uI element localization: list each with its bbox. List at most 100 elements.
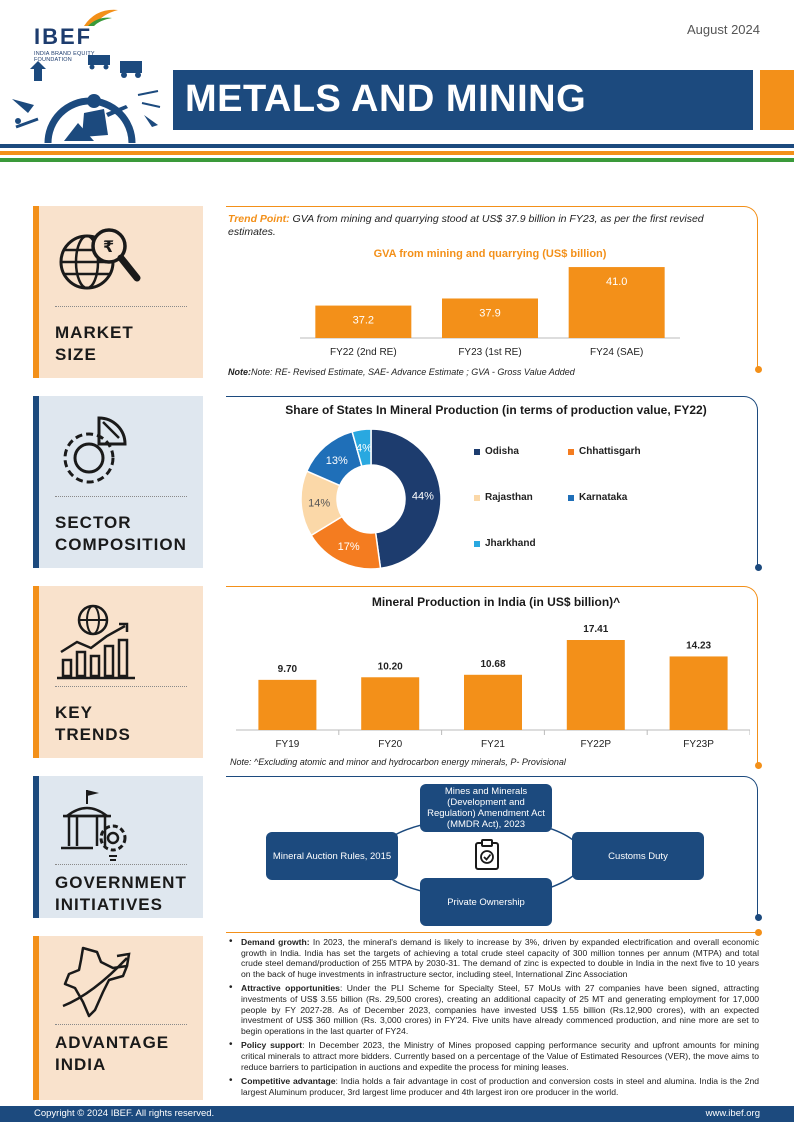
slice-label: 17% <box>338 541 360 553</box>
legend-label: Rajasthan <box>485 492 533 503</box>
website-link[interactable]: www.ibef.org <box>705 1108 760 1119</box>
frame-end-dot <box>755 762 762 769</box>
sector-composition-panel: SECTOR COMPOSITION <box>33 396 203 568</box>
pie-slice <box>370 428 442 570</box>
slice-label: 14% <box>308 498 330 510</box>
legend-swatch <box>474 448 480 455</box>
list-item: Attractive opportunities: Under the PLI … <box>227 983 759 1036</box>
states-donut-chart: 44% 17% 14% 13% 4% <box>300 428 442 570</box>
frame-end-dot <box>755 564 762 571</box>
data-label: 10.68 <box>480 659 505 670</box>
globe-bar-chart-icon <box>57 604 135 680</box>
legend-swatch <box>474 540 480 547</box>
government-initiatives-frame <box>226 776 758 918</box>
category-label: FY20 <box>378 739 402 750</box>
frame-end-dot <box>755 929 762 936</box>
gva-bar-chart: 37.2 FY22 (2nd RE) 37.9 FY23 (1st RE) 41.0 FY… <box>300 267 680 358</box>
bar <box>464 674 522 730</box>
bar <box>669 656 728 730</box>
data-label: 9.70 <box>278 664 298 675</box>
chart-title: Mineral Production in India (in US$ bill… <box>371 595 621 609</box>
legend-item: Karnataka <box>568 492 627 503</box>
market-size-panel: ₹ MARKET SIZE <box>33 206 203 378</box>
data-label: 10.20 <box>378 661 403 672</box>
category-label: FY24 (SAE) <box>590 347 643 358</box>
data-label: 41.0 <box>606 276 627 288</box>
initiative-private-ownership: Private Ownership <box>420 878 552 926</box>
gear-pie-chart-icon <box>63 416 127 484</box>
bar <box>361 677 420 730</box>
bar <box>315 305 412 338</box>
header-stripe-orange <box>0 151 794 155</box>
svg-text:₹: ₹ <box>103 237 114 256</box>
trend-point: Trend Point: GVA from mining and quarryi… <box>228 213 704 238</box>
chart-title: Share of States In Mineral Production (i… <box>285 403 707 417</box>
market-size-frame <box>226 206 758 370</box>
divider <box>55 864 187 865</box>
data-label: 17.41 <box>583 624 608 635</box>
globe-rupee-magnifier-icon: ₹ <box>59 228 141 290</box>
category-label: FY22P <box>581 739 612 750</box>
report-date: August 2024 <box>686 22 760 37</box>
legend-label: Jharkhand <box>485 538 536 549</box>
section-label: KEY TRENDS <box>55 703 131 744</box>
list-item: Policy support: In December 2023, the Mi… <box>227 1040 759 1072</box>
data-label: 14.23 <box>686 640 711 651</box>
note: Note:Note: RE- Revised Estimate, SAE- Ad… <box>228 367 575 377</box>
divider <box>55 496 187 497</box>
data-label: 37.9 <box>479 307 500 319</box>
divider <box>55 306 187 307</box>
legend-item: Rajasthan <box>474 492 533 503</box>
initiative-mineral-auction-rules: Mineral Auction Rules, 2015 <box>266 832 398 880</box>
category-label: FY23P <box>683 739 714 750</box>
clipboard-check-icon <box>475 839 499 870</box>
government-initiatives-panel: GOVERNMENT INITIATIVES <box>33 776 203 918</box>
legend-item: Odisha <box>474 446 519 457</box>
header-stripe-green <box>0 158 794 162</box>
bar <box>442 298 538 338</box>
bar <box>566 640 625 730</box>
legend-label: Karnataka <box>579 492 628 503</box>
legend-item: Chhattisgarh <box>568 446 641 457</box>
legend-label: Chhattisgarh <box>579 446 641 457</box>
list-item: Demand growth: In 2023, the mineral's de… <box>227 937 759 979</box>
category-label: FY19 <box>275 739 299 750</box>
slice-label: 44% <box>412 490 434 502</box>
list-item: Competitive advantage: India holds a fai… <box>227 1076 759 1097</box>
data-label: 37.2 <box>353 315 374 327</box>
divider <box>55 1024 187 1025</box>
advantage-india-frame <box>226 932 758 933</box>
section-label: SECTOR COMPOSITION <box>55 513 187 554</box>
mineral-production-bar-chart: 9.70 FY19 10.20 FY20 10.68 FY21 17.41 FY22P 14.2… <box>236 624 750 750</box>
note: Note: ^Excluding atomic and minor and hy… <box>230 757 566 767</box>
section-label: GOVERNMENT INITIATIVES <box>55 873 187 914</box>
category-label: FY22 (2nd RE) <box>330 347 397 358</box>
ibef-logo: IBEF INDIA BRAND EQUITY FOUNDATION <box>34 9 134 63</box>
logo-text: IBEF <box>34 24 93 49</box>
frame-end-dot <box>755 366 762 373</box>
frame-end-dot <box>755 914 762 921</box>
legend-swatch <box>568 448 574 455</box>
divider <box>55 686 187 687</box>
bar <box>568 267 665 338</box>
chart-title: GVA from mining and quarrying (US$ billi… <box>373 248 607 260</box>
key-trends-frame <box>226 586 758 766</box>
legend-label: Odisha <box>485 446 519 457</box>
ibef-flag-icon <box>84 9 118 26</box>
advantage-list: Demand growth: In 2023, the mineral's de… <box>227 937 759 1101</box>
legend-item: Jharkhand <box>474 538 536 549</box>
section-label: ADVANTAGE INDIA <box>55 1033 170 1074</box>
header-stripe-navy <box>0 144 794 148</box>
page-title: METALS AND MINING <box>185 78 587 120</box>
mining-illustration-icon <box>12 55 161 144</box>
category-label: FY21 <box>481 739 505 750</box>
section-label: MARKET SIZE <box>55 323 134 364</box>
title-banner-accent <box>760 70 794 130</box>
slice-label: 4% <box>356 442 372 454</box>
title-banner <box>173 70 753 130</box>
key-trends-panel: KEY TRENDS <box>33 586 203 758</box>
pie-legend: Odisha Chhattisgarh Rajasthan Karnataka Jhar… <box>474 446 654 556</box>
footer: Copyright © 2024 IBEF. All rights reserv… <box>0 1106 794 1122</box>
government-building-gear-icon <box>61 790 127 861</box>
advantage-india-panel: ADVANTAGE INDIA <box>33 936 203 1100</box>
